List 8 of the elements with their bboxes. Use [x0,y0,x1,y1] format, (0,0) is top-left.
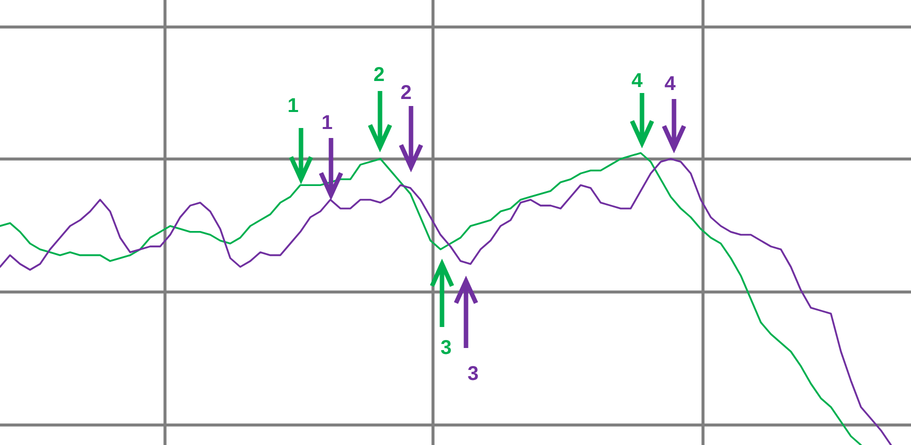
text: 4 [631,70,644,92]
text: 1 [287,95,299,117]
annotation: 3 [467,363,479,385]
text: 4 [664,73,676,95]
text: 2 [373,64,385,86]
annotation: 3 [440,337,452,359]
text: 1 [321,112,333,134]
text: 2 [400,82,412,104]
